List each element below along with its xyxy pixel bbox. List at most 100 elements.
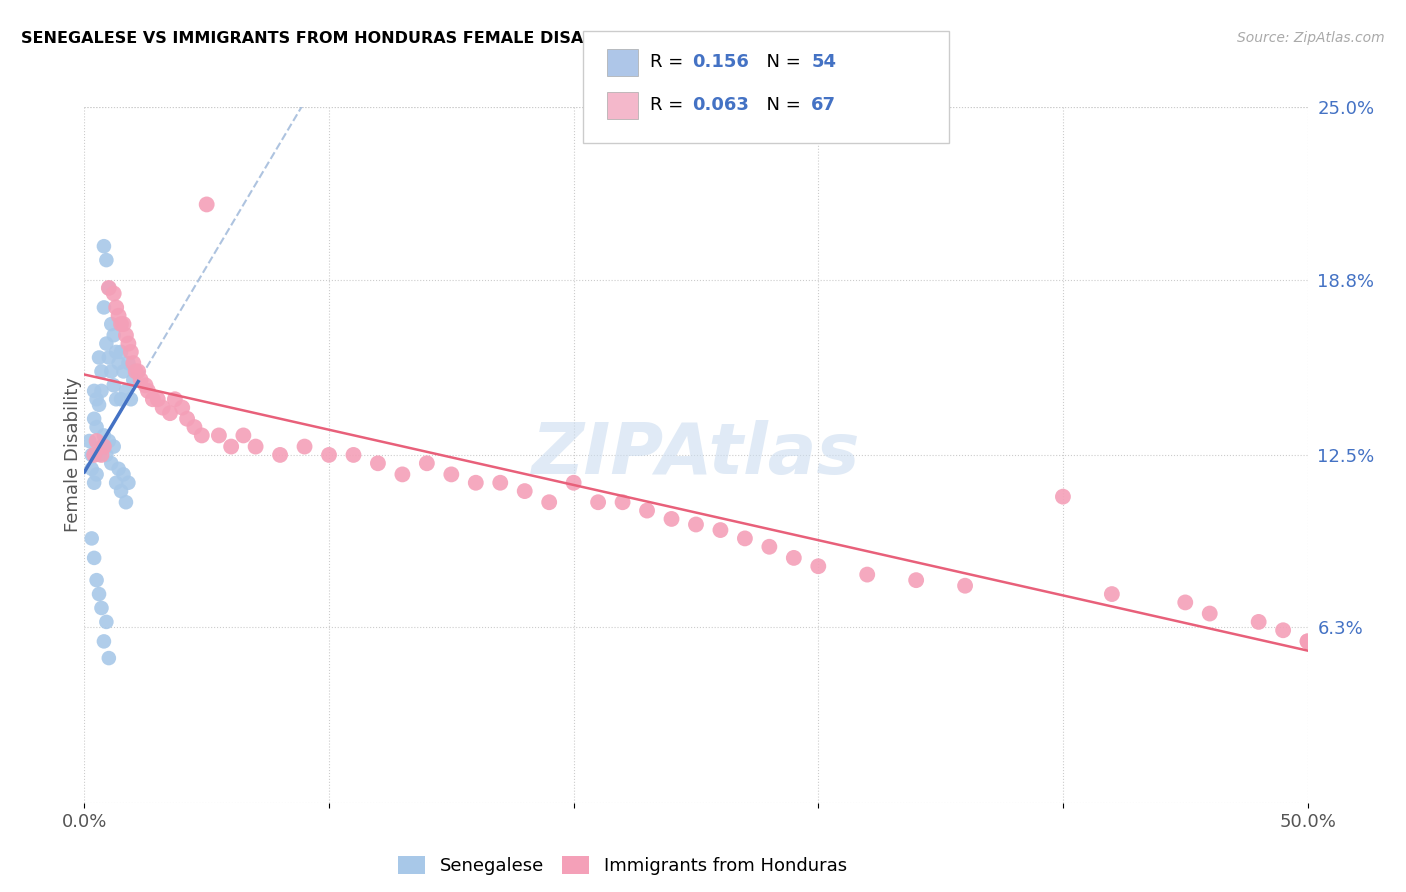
Point [77, 434, 100, 448]
Point [117, 475, 139, 490]
Point [856, 567, 879, 582]
Text: 0.156: 0.156 [692, 54, 748, 71]
Point [391, 467, 413, 482]
Point [80, 532, 103, 546]
Point [107, 356, 129, 370]
Point [135, 378, 157, 392]
Point [807, 559, 830, 574]
Point [96, 615, 118, 629]
Text: R =: R = [650, 96, 689, 114]
Point [176, 411, 198, 425]
Point [93, 301, 115, 315]
Point [100, 317, 122, 331]
Legend: Senegalese, Immigrants from Honduras: Senegalese, Immigrants from Honduras [389, 847, 856, 884]
Point [110, 484, 132, 499]
Point [183, 420, 205, 434]
Point [122, 356, 145, 370]
Point [103, 286, 125, 301]
Point [1296, 634, 1319, 648]
Point [96, 253, 118, 268]
Point [110, 345, 132, 359]
Point [120, 345, 142, 359]
Text: 67: 67 [811, 96, 837, 114]
Point [93, 428, 115, 442]
Point [83, 550, 105, 565]
Point [416, 456, 439, 470]
Point [83, 475, 105, 490]
Point [100, 364, 122, 378]
Point [105, 301, 128, 315]
Point [142, 392, 165, 407]
Point [513, 484, 536, 499]
Point [97, 281, 120, 295]
Point [1198, 607, 1220, 621]
Point [1296, 634, 1319, 648]
Point [97, 651, 120, 665]
Point [83, 411, 105, 425]
Point [90, 448, 112, 462]
Point [103, 378, 125, 392]
Point [87, 448, 110, 462]
Point [146, 392, 169, 407]
Text: Source: ZipAtlas.com: Source: ZipAtlas.com [1237, 31, 1385, 45]
Text: 0.063: 0.063 [692, 96, 748, 114]
Point [110, 317, 132, 331]
Point [87, 398, 110, 412]
Point [112, 317, 135, 331]
Point [93, 239, 115, 253]
Point [110, 392, 132, 407]
Point [661, 512, 683, 526]
Point [269, 448, 291, 462]
Point [464, 475, 486, 490]
Point [86, 434, 108, 448]
Point [489, 475, 512, 490]
Point [97, 351, 120, 365]
Point [86, 420, 108, 434]
Point [86, 573, 108, 587]
Point [1272, 624, 1295, 638]
Point [219, 440, 242, 454]
Point [586, 495, 609, 509]
Text: N =: N = [755, 96, 807, 114]
Point [80, 462, 103, 476]
Point [758, 540, 780, 554]
Point [90, 440, 112, 454]
Point [783, 550, 806, 565]
Point [103, 328, 125, 343]
Point [90, 364, 112, 378]
Point [125, 364, 148, 378]
Text: N =: N = [755, 54, 807, 71]
Point [953, 579, 976, 593]
Point [96, 336, 118, 351]
Point [122, 373, 145, 387]
Point [208, 428, 231, 442]
Point [117, 336, 139, 351]
Point [163, 392, 186, 407]
Point [107, 309, 129, 323]
Point [538, 495, 561, 509]
Point [152, 401, 174, 415]
Point [112, 364, 135, 378]
Y-axis label: Female Disability: Female Disability [65, 377, 82, 533]
Point [232, 428, 254, 442]
Point [1101, 587, 1123, 601]
Point [80, 448, 103, 462]
Point [115, 384, 138, 398]
Point [90, 384, 112, 398]
Point [1247, 615, 1270, 629]
Point [93, 440, 115, 454]
Point [100, 456, 122, 470]
Point [245, 440, 267, 454]
Point [905, 573, 928, 587]
Point [112, 467, 135, 482]
Point [115, 495, 138, 509]
Point [105, 475, 128, 490]
Point [96, 448, 118, 462]
Point [103, 440, 125, 454]
Point [90, 601, 112, 615]
Point [440, 467, 463, 482]
Point [159, 406, 181, 420]
Point [87, 587, 110, 601]
Point [636, 503, 658, 517]
Text: R =: R = [650, 54, 689, 71]
